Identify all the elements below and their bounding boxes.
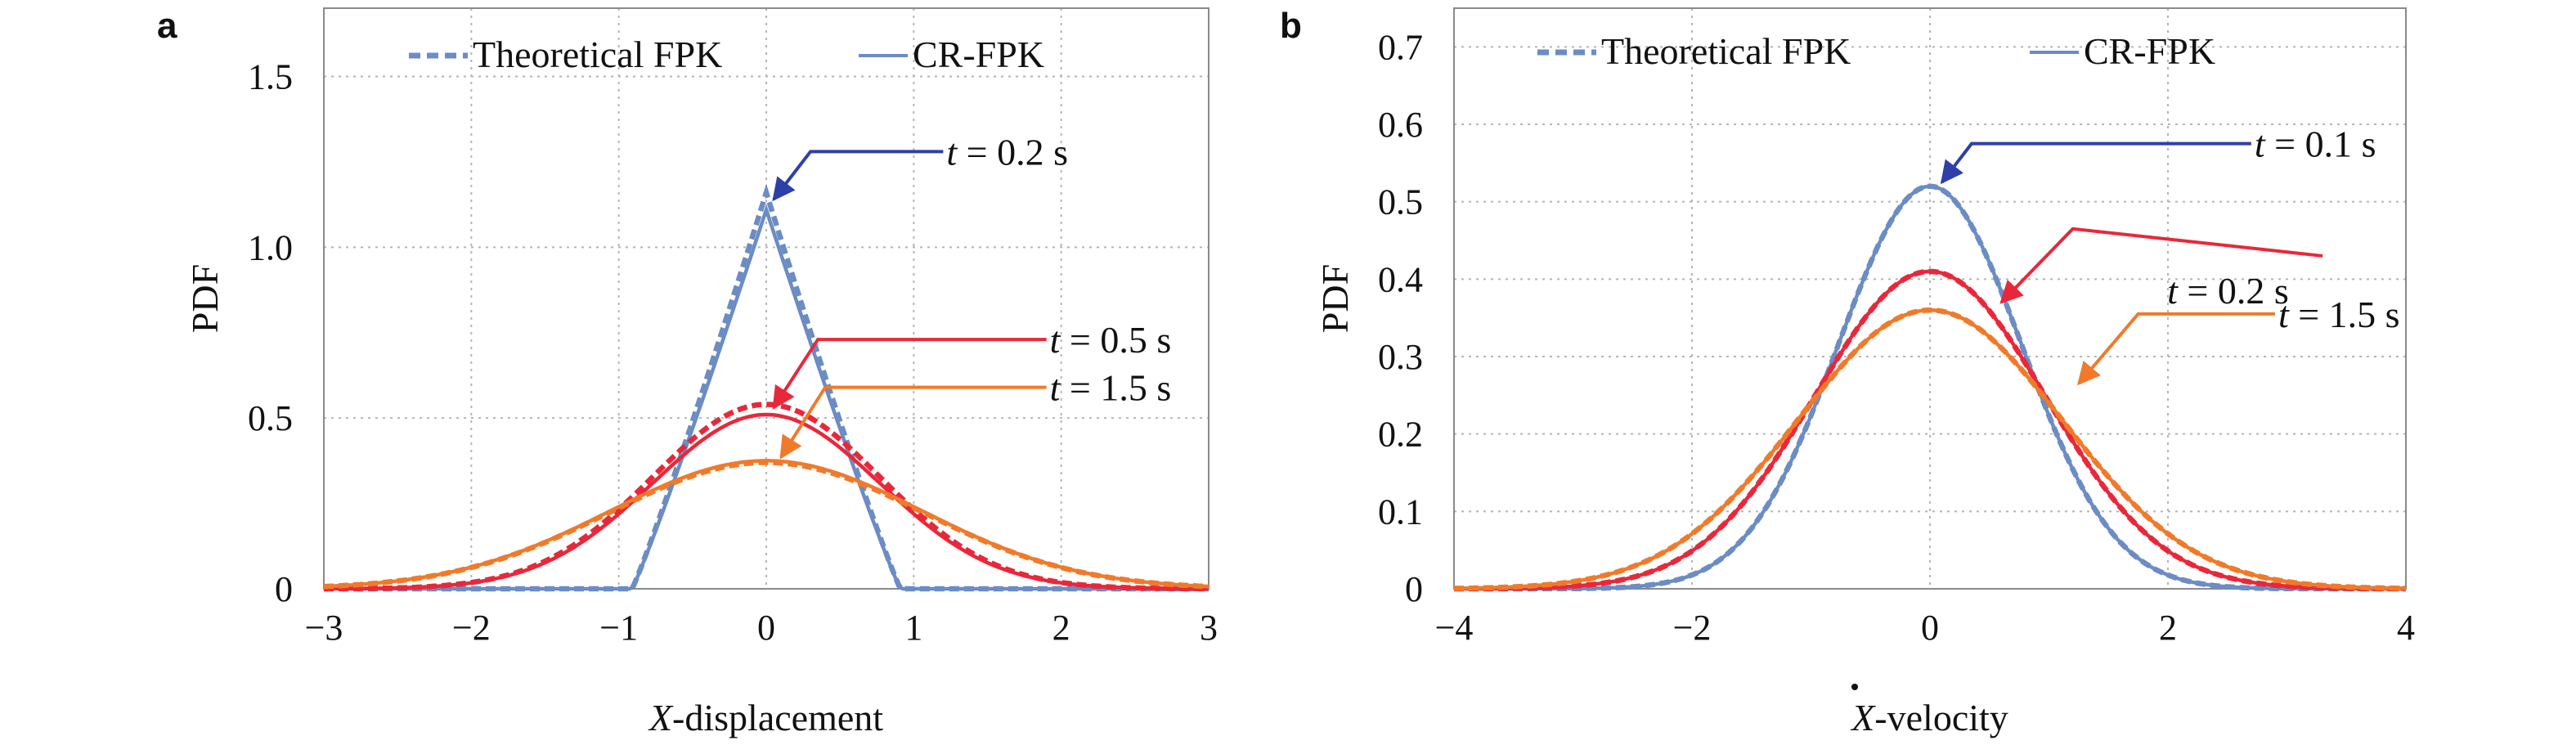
x-tick-label: −4 xyxy=(1435,608,1474,648)
y-tick-label: 1.0 xyxy=(248,227,293,267)
x-dot-accent xyxy=(1851,684,1858,690)
annotation-0: t = 0.1 s xyxy=(1940,123,2376,185)
x-tick-label: −2 xyxy=(1673,608,1712,648)
y-tick-label: 0.6 xyxy=(1378,105,1423,145)
annotation-time: = 0.5 s xyxy=(1060,319,1171,361)
annotation-time: = 1.5 s xyxy=(1060,367,1171,409)
x-tick-label: 0 xyxy=(1921,608,1939,648)
legend-label-cr: CR-FPK xyxy=(913,34,1044,75)
chart-panel-b: −4 −2 0 2 4 0 0.1 0.2 0.3 0.4 0.5 0.6 0.7 X-velocity P… xyxy=(1280,6,2415,738)
x-axis-label-rest: -displacement xyxy=(672,697,883,738)
annotation-time: = 0.2 s xyxy=(957,131,1068,173)
y-axis-label: PDF xyxy=(184,264,226,333)
annotation-time: = 1.5 s xyxy=(2289,294,2400,335)
legend-label-theoretical: Theoretical FPK xyxy=(1601,30,1851,72)
legend: Theoretical FPK CR-FPK xyxy=(409,34,1044,75)
y-tick-label: 1.5 xyxy=(248,57,293,97)
legend-label-cr: CR-FPK xyxy=(2084,30,2215,72)
annotation-label: t = 1.5 s xyxy=(1050,367,1172,409)
y-tick-label: 0.5 xyxy=(1378,182,1423,222)
x-tick-label: 2 xyxy=(2159,608,2177,648)
y-tick-label: 0.1 xyxy=(1378,491,1423,532)
x-axis-label-rest: -velocity xyxy=(1874,697,2008,738)
series-theoretical-orange xyxy=(323,460,1209,590)
x-axis-label: X-velocity xyxy=(1850,697,2008,738)
x-tick-label: 2 xyxy=(1052,608,1070,648)
x-tick-label: −3 xyxy=(305,608,343,648)
annotation-label: t = 1.5 s xyxy=(2278,294,2400,335)
panel-label: a xyxy=(157,6,177,46)
annotation-arrow xyxy=(1999,227,2323,304)
annotation-label: t = 0.1 s xyxy=(2255,123,2376,165)
annotation-arrow xyxy=(2077,312,2275,386)
x-tick-label: 0 xyxy=(757,608,775,648)
annotation-2: t = 1.5 s xyxy=(2077,294,2400,386)
y-tick-label: 0.2 xyxy=(1378,415,1423,455)
y-tick-label: 0.4 xyxy=(1378,259,1423,299)
panel-label: b xyxy=(1280,6,1302,46)
x-tick-label: 4 xyxy=(2397,608,2415,648)
y-tick-label: 0.5 xyxy=(248,398,293,438)
x-axis-label-var: X xyxy=(648,697,674,738)
x-tick-label: 3 xyxy=(1200,608,1218,648)
annotation-label: t = 0.5 s xyxy=(1050,319,1172,361)
series-theoretical-blue xyxy=(1454,183,2406,592)
annotation-arrow xyxy=(779,385,1047,460)
plot-frame xyxy=(1453,7,2407,590)
annotation-label: t = 0.2 s xyxy=(2167,270,2289,312)
y-axis-label: PDF xyxy=(1314,264,1356,333)
legend-label-theoretical: Theoretical FPK xyxy=(473,34,722,75)
annotation-0: t = 0.2 s xyxy=(772,131,1068,202)
annotation-time: = 0.1 s xyxy=(2265,123,2376,165)
annotation-arrow xyxy=(1940,141,2251,185)
y-tick-label: 0.7 xyxy=(1378,27,1423,67)
legend: Theoretical FPK CR-FPK xyxy=(1537,30,2215,72)
annotation-1: t = 0.5 s xyxy=(772,319,1172,410)
x-tick-label: −2 xyxy=(452,608,491,648)
x-axis-label-var: X xyxy=(1850,697,1876,738)
annotation-2: t = 1.5 s xyxy=(779,367,1172,460)
annotation-arrow xyxy=(772,338,1047,410)
y-tick-label: 0 xyxy=(1405,569,1423,609)
y-tick-label: 0 xyxy=(275,569,293,609)
series-theoretical-orange xyxy=(1453,307,2407,591)
x-axis-label: X-displacement xyxy=(648,697,883,738)
series-theoretical-red xyxy=(1454,268,2406,592)
annotation-time: = 0.2 s xyxy=(2178,270,2289,312)
chart-panel-a: −3 −2 −1 0 1 2 3 0 0.5 1.0 1.5 X-displacement PDF a Th… xyxy=(157,6,1218,738)
y-tick-label: 0.3 xyxy=(1378,337,1423,377)
plot-frame xyxy=(323,7,1209,590)
annotation-arrow xyxy=(772,150,944,202)
x-tick-label: −1 xyxy=(599,608,638,648)
series-theoretical-red xyxy=(324,402,1209,592)
x-tick-label: 1 xyxy=(904,608,922,648)
annotation-1: t = 0.2 s xyxy=(1999,227,2323,312)
annotation-label: t = 0.2 s xyxy=(946,131,1068,173)
series-cr-blue xyxy=(1454,184,2406,591)
series-theoretical-blue xyxy=(324,183,1209,592)
